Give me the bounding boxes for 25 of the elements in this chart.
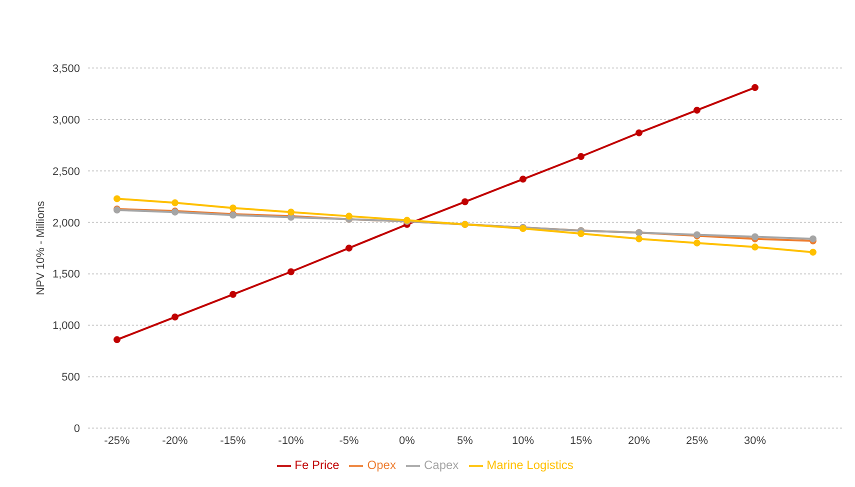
- x-tick-label: 20%: [628, 434, 650, 447]
- x-tick-label: 25%: [686, 434, 708, 447]
- x-tick-label: -25%: [104, 434, 130, 447]
- x-tick-label: -20%: [162, 434, 188, 447]
- legend-label: Fe Price: [294, 458, 340, 472]
- legend-label: Opex: [367, 458, 396, 472]
- y-tick-label: 2,000: [52, 217, 80, 230]
- y-tick-label: 3,500: [52, 62, 80, 75]
- y-tick-label: 3,000: [52, 114, 80, 126]
- y-tick-label: 0: [74, 423, 80, 436]
- legend-label: Capex: [424, 458, 459, 472]
- x-tick-label: -15%: [220, 434, 246, 447]
- x-tick-label: 0%: [399, 434, 416, 447]
- y-axis-title: NPV 10% - Millions: [34, 200, 47, 296]
- x-tick-label: 15%: [570, 434, 592, 447]
- x-tick-label: 30%: [744, 434, 766, 447]
- y-tick-label: 1,500: [52, 268, 80, 281]
- y-tick-label: 1,000: [52, 320, 80, 332]
- legend-label: Marine Logistics: [486, 458, 574, 472]
- x-tick-label: -5%: [339, 434, 359, 447]
- y-tick-label: 2,500: [52, 166, 80, 178]
- x-tick-label: -10%: [278, 434, 304, 447]
- x-tick-label: 5%: [457, 434, 474, 447]
- x-tick-label: 10%: [512, 434, 534, 447]
- y-tick-label: 500: [62, 372, 80, 384]
